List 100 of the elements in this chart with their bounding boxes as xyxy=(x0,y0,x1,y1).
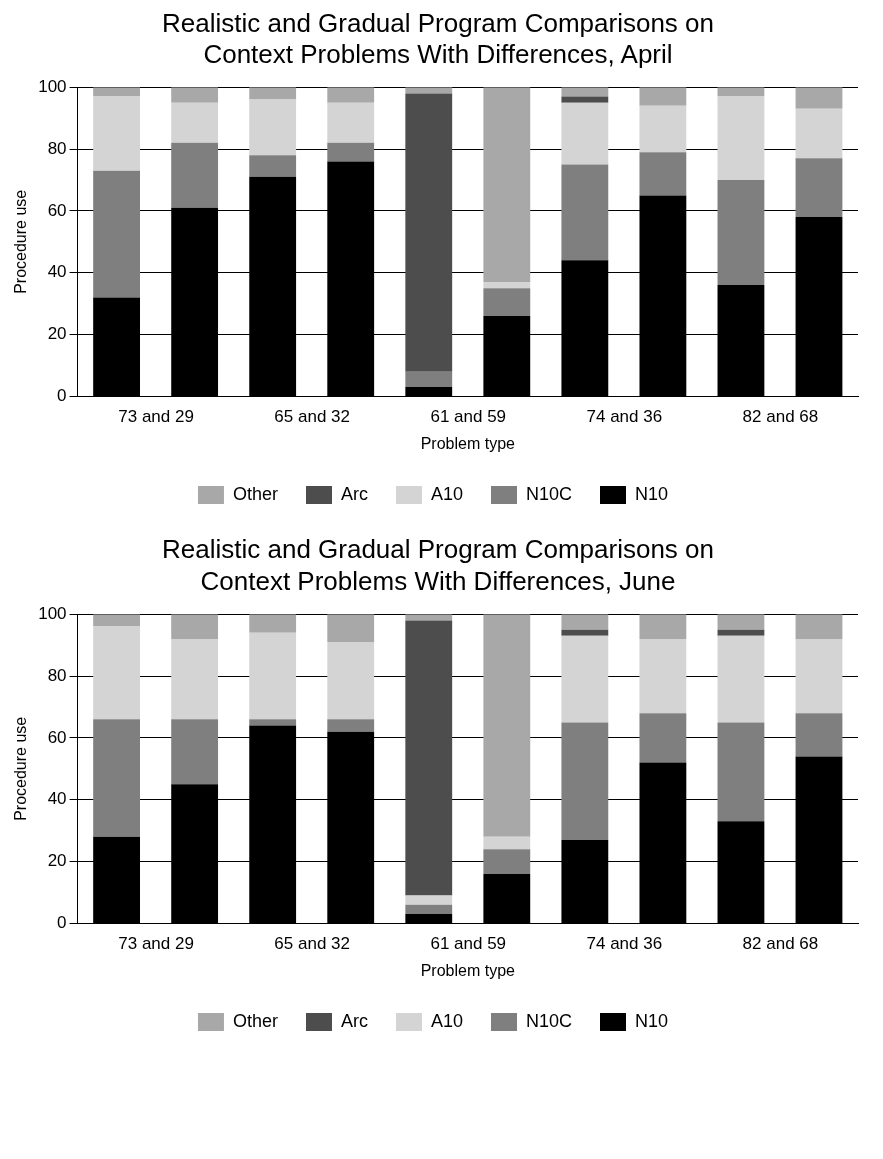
y-axis-title: Procedure use xyxy=(12,716,30,821)
bar xyxy=(795,109,843,159)
bar xyxy=(171,613,219,639)
x-tick-label: 61 and 59 xyxy=(430,407,507,427)
y-tick-label: 20 xyxy=(47,324,67,344)
bar xyxy=(717,635,765,723)
x-tick-label: 82 and 68 xyxy=(742,407,819,427)
legend-label: Arc xyxy=(340,484,368,505)
bar xyxy=(405,372,453,388)
bar xyxy=(249,87,297,100)
y-tick-label: 40 xyxy=(47,262,67,282)
bar xyxy=(639,613,687,639)
bar xyxy=(171,638,219,720)
bar xyxy=(249,632,297,720)
bar xyxy=(171,719,219,785)
x-tick-label: 74 and 36 xyxy=(586,934,663,954)
bar xyxy=(483,613,531,837)
bar xyxy=(405,913,453,923)
bar xyxy=(717,629,765,636)
bar xyxy=(561,722,609,840)
bar xyxy=(405,895,453,905)
bar xyxy=(717,613,765,630)
bar xyxy=(717,180,765,286)
y-tick-label: 40 xyxy=(47,789,67,809)
legend-label: A10 xyxy=(430,1010,464,1031)
bar xyxy=(561,96,609,104)
bar xyxy=(249,719,297,726)
x-tick-label: 74 and 36 xyxy=(586,407,663,427)
bar xyxy=(639,106,687,153)
chart-title: Realistic and Gradual Program Comparisons on Context Problems With Differences, June xyxy=(161,534,715,597)
bar xyxy=(639,712,687,763)
x-tick-label: 73 and 29 xyxy=(118,934,194,954)
legend-label: Other xyxy=(232,484,278,505)
bar xyxy=(171,143,219,209)
bar xyxy=(405,620,453,896)
y-tick-label: 100 xyxy=(38,77,67,97)
bar xyxy=(639,638,687,713)
bar xyxy=(795,158,843,218)
bar xyxy=(483,873,531,923)
y-tick-label: 100 xyxy=(38,603,67,623)
bar xyxy=(483,288,531,317)
bar xyxy=(795,638,843,713)
legend-label: Arc xyxy=(340,1010,368,1031)
x-axis-title: Problem type xyxy=(420,435,516,453)
x-tick-label: 82 and 68 xyxy=(742,934,819,954)
bar xyxy=(327,143,375,162)
bar xyxy=(327,103,375,144)
legend-label: N10C xyxy=(526,484,573,505)
y-tick-label: 60 xyxy=(47,727,67,747)
x-axis-title: Problem type xyxy=(420,961,516,979)
bar xyxy=(561,629,609,636)
x-tick-label: 61 and 59 xyxy=(430,934,507,954)
bar xyxy=(561,103,609,165)
y-tick-label: 80 xyxy=(47,139,67,159)
bar xyxy=(561,164,609,261)
x-tick-label: 73 and 29 xyxy=(118,407,194,427)
bar xyxy=(639,87,687,107)
legend-label: A10 xyxy=(430,484,464,505)
bar xyxy=(561,613,609,630)
bar xyxy=(795,87,843,110)
y-tick-label: 20 xyxy=(47,851,67,870)
y-tick-label: 60 xyxy=(47,200,67,220)
bar xyxy=(249,155,297,178)
bar xyxy=(717,722,765,822)
legend-label: N10 xyxy=(635,1010,669,1031)
y-tick-label: 0 xyxy=(57,386,67,406)
legend-label: N10C xyxy=(526,1010,573,1031)
bar xyxy=(405,387,453,397)
bar xyxy=(483,836,531,849)
x-tick-label: 65 and 32 xyxy=(274,407,350,427)
bar xyxy=(93,613,140,627)
legend-label: N10 xyxy=(635,484,669,505)
bar xyxy=(327,641,375,720)
chart-title: Realistic and Gradual Program Comparisons on Context Problems With Differences, April xyxy=(161,8,715,71)
bar xyxy=(561,635,609,723)
bar xyxy=(639,152,687,196)
bar xyxy=(405,904,453,914)
y-tick-label: 0 xyxy=(57,912,67,932)
bar xyxy=(327,719,375,732)
bar xyxy=(483,848,531,874)
bar xyxy=(405,93,453,373)
bar xyxy=(327,87,375,104)
bar xyxy=(249,99,297,156)
bar xyxy=(249,613,297,633)
bar xyxy=(93,719,140,837)
bar xyxy=(171,87,219,104)
bar xyxy=(171,103,219,144)
y-tick-label: 80 xyxy=(47,665,67,685)
bar xyxy=(717,96,765,181)
bar xyxy=(93,96,140,172)
y-axis-title: Procedure use xyxy=(12,190,30,295)
bar xyxy=(483,87,531,283)
legend-label: Other xyxy=(232,1010,278,1031)
bar xyxy=(327,613,375,642)
x-tick-label: 65 and 32 xyxy=(274,934,350,954)
bar xyxy=(93,171,140,298)
bar xyxy=(795,712,843,757)
bar xyxy=(795,613,843,639)
bar xyxy=(93,626,140,720)
bar xyxy=(483,282,531,289)
